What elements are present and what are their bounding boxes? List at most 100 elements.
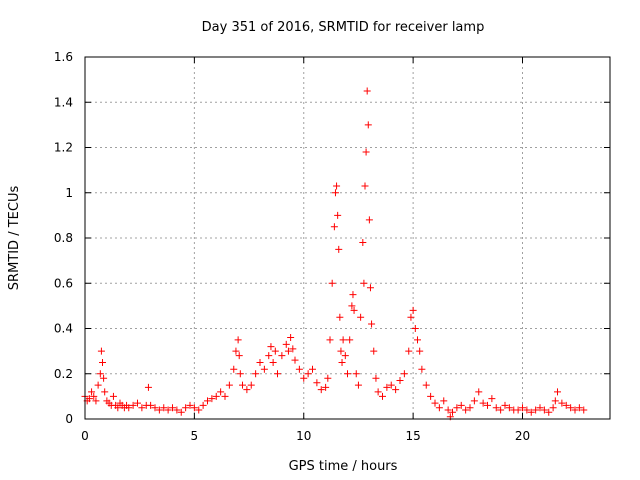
data-point bbox=[151, 404, 159, 412]
data-point bbox=[232, 347, 240, 355]
data-point bbox=[291, 356, 299, 364]
data-point bbox=[99, 358, 106, 366]
data-point bbox=[396, 377, 404, 385]
data-point bbox=[405, 347, 413, 355]
data-point bbox=[333, 182, 341, 190]
data-point bbox=[414, 336, 421, 344]
y-tick-label: 0.6 bbox=[54, 276, 73, 290]
data-point bbox=[100, 374, 108, 382]
data-point bbox=[497, 406, 505, 414]
data-point bbox=[514, 406, 522, 414]
data-point bbox=[519, 404, 526, 412]
data-point bbox=[575, 404, 583, 412]
data-point bbox=[169, 404, 176, 412]
data-point bbox=[289, 345, 297, 353]
data-point bbox=[322, 383, 330, 391]
data-point bbox=[435, 404, 443, 412]
data-point bbox=[271, 347, 279, 355]
data-point bbox=[466, 404, 474, 412]
data-point bbox=[346, 336, 354, 344]
data-point bbox=[243, 386, 251, 394]
data-point bbox=[422, 381, 430, 389]
data-point bbox=[160, 404, 168, 412]
data-point bbox=[114, 404, 122, 412]
data-point bbox=[360, 279, 368, 287]
data-point bbox=[331, 189, 339, 197]
data-point bbox=[155, 406, 163, 414]
data-point bbox=[352, 370, 360, 378]
data-point bbox=[536, 404, 544, 412]
x-tick-label: 15 bbox=[405, 429, 420, 443]
data-point bbox=[444, 406, 452, 414]
data-point bbox=[267, 343, 275, 351]
data-point bbox=[350, 306, 358, 314]
data-point bbox=[300, 374, 308, 382]
data-point bbox=[221, 392, 229, 400]
chart-title: Day 351 of 2016, SRMTID for receiver lam… bbox=[202, 20, 485, 35]
data-point bbox=[383, 383, 391, 391]
data-point bbox=[359, 239, 367, 247]
y-tick-label: 1.2 bbox=[54, 141, 73, 155]
data-point bbox=[109, 392, 117, 400]
data-point bbox=[341, 352, 349, 360]
data-point bbox=[147, 401, 155, 409]
data-point bbox=[144, 383, 152, 391]
data-point bbox=[339, 336, 347, 344]
data-point bbox=[230, 365, 238, 373]
data-point bbox=[484, 401, 491, 409]
data-point bbox=[492, 404, 500, 412]
data-point bbox=[407, 313, 415, 321]
data-point bbox=[190, 404, 198, 412]
data-point bbox=[208, 395, 216, 403]
data-point bbox=[212, 392, 220, 400]
data-point bbox=[97, 347, 105, 355]
data-point bbox=[440, 397, 448, 405]
data-point bbox=[217, 388, 225, 396]
grid bbox=[85, 57, 610, 419]
data-point bbox=[134, 399, 141, 407]
data-point bbox=[370, 347, 378, 355]
data-point bbox=[348, 302, 356, 310]
y-tick-label: 0.2 bbox=[54, 367, 73, 381]
data-point bbox=[252, 370, 260, 378]
data-point bbox=[427, 392, 435, 400]
data-point bbox=[269, 358, 277, 366]
data-point bbox=[204, 397, 211, 405]
y-tick-label: 0.8 bbox=[54, 231, 73, 245]
data-point bbox=[260, 365, 268, 373]
y-tick-label: 1.6 bbox=[54, 50, 73, 64]
data-point bbox=[387, 381, 395, 389]
data-point bbox=[453, 404, 461, 412]
data-point bbox=[313, 379, 321, 387]
data-point bbox=[225, 381, 233, 389]
data-point bbox=[527, 408, 535, 416]
data-points bbox=[81, 87, 588, 421]
data-point bbox=[562, 401, 570, 409]
data-point bbox=[338, 358, 346, 366]
data-point bbox=[334, 211, 342, 219]
data-point bbox=[349, 291, 357, 299]
data-point bbox=[282, 340, 290, 348]
data-point bbox=[366, 284, 374, 292]
y-axis-title: SRMTID / TECUs bbox=[7, 186, 22, 291]
data-point bbox=[409, 306, 417, 314]
data-point bbox=[418, 365, 426, 373]
data-point bbox=[558, 399, 566, 407]
y-tick-label: 1 bbox=[65, 186, 73, 200]
data-point bbox=[274, 370, 281, 378]
data-point bbox=[265, 352, 273, 360]
data-point bbox=[368, 320, 376, 328]
x-tick-label: 20 bbox=[515, 429, 530, 443]
data-point bbox=[431, 399, 439, 407]
data-point bbox=[449, 408, 456, 416]
data-point bbox=[488, 395, 496, 403]
data-point bbox=[505, 404, 513, 412]
data-point bbox=[363, 87, 371, 95]
data-point bbox=[90, 392, 98, 400]
data-point bbox=[92, 397, 100, 405]
data-point bbox=[88, 388, 96, 396]
data-point bbox=[580, 406, 588, 414]
data-point bbox=[287, 334, 295, 342]
data-point bbox=[278, 352, 286, 360]
